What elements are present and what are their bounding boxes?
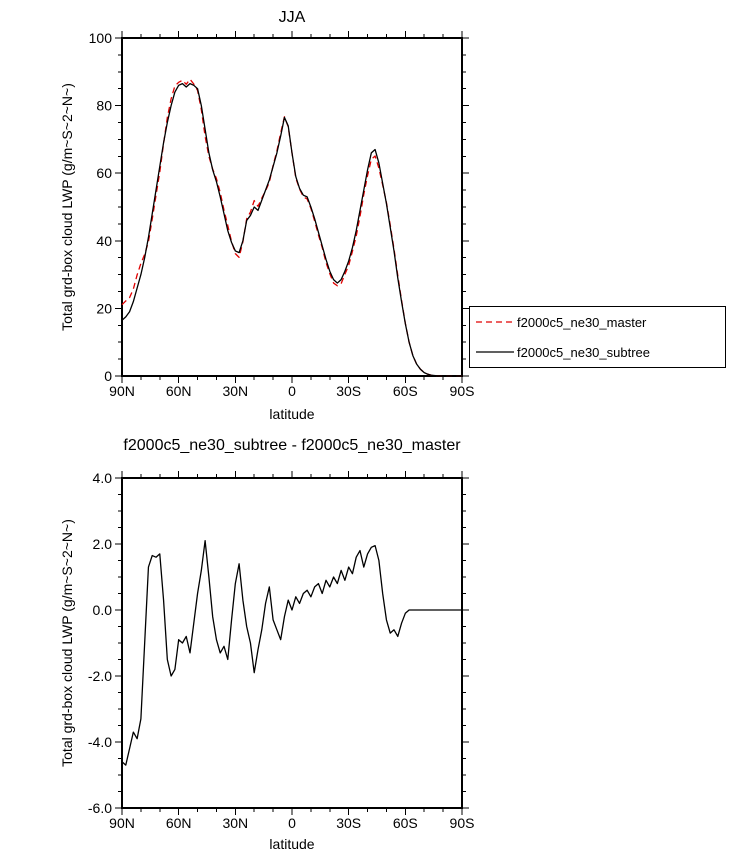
x-tick-label: 60S (393, 815, 418, 831)
x-tick-label: 90N (109, 383, 135, 399)
series-line-solid (121, 82, 462, 377)
y-tick-label: 2.0 (93, 536, 113, 552)
x-tick-label: 90S (450, 815, 475, 831)
top-chart-x-axis-title: latitude (269, 406, 314, 422)
x-tick-label: 60S (393, 383, 418, 399)
x-tick-label: 0 (288, 383, 296, 399)
bottom-chart-y-axis-title: Total grd-box cloud LWP (g/m~S~2~N~) (59, 519, 75, 767)
bottom-chart-x-axis-title: latitude (269, 836, 314, 852)
y-tick-label: 40 (96, 233, 112, 249)
x-tick-label: 90S (450, 383, 475, 399)
bottom-chart-title: f2000c5_ne30_subtree - f2000c5_ne30_mast… (123, 437, 461, 454)
legend-label-master: f2000c5_ne30_master (517, 315, 647, 330)
series-line-solid (121, 540, 462, 766)
series-line-dashed (121, 78, 462, 377)
top-chart-y-axis-title: Total grd-box cloud LWP (g/m~S~2~N~) (59, 83, 75, 331)
y-tick-label: 4.0 (93, 470, 113, 486)
y-tick-label: 100 (89, 30, 113, 46)
lwp-by-latitude-plot: 90N 60N 30N 0 30S 60S 90S 0 20 40 60 80 100 (89, 30, 726, 399)
x-tick-label: 90N (109, 815, 135, 831)
y-tick-label: -2.0 (88, 668, 112, 684)
plot-frame (121, 37, 463, 377)
y-tick-label: -6.0 (88, 800, 112, 816)
y-tick-label: 60 (96, 165, 112, 181)
y-tick-label: 80 (96, 98, 112, 114)
x-tick-label: 30N (222, 383, 248, 399)
plot-frame (121, 477, 463, 809)
lwp-difference-by-latitude-plot: 90N 60N 30N 0 30S 60S 90S -6.0 -4.0 -2.0 0.0 2.0 4.0 (88, 470, 475, 831)
charts-layer: 90N 60N 30N 0 30S 60S 90S 0 20 40 60 80 100 90N 60N 30N… (88, 30, 726, 831)
x-tick-label: 0 (288, 815, 296, 831)
legend-box (469, 306, 726, 368)
y-tick-label: 20 (96, 300, 112, 316)
y-tick-label: -4.0 (88, 734, 112, 750)
x-tick-label: 30S (336, 383, 361, 399)
x-tick-label: 30S (336, 815, 361, 831)
x-tick-label: 60N (166, 383, 192, 399)
y-tick-label: 0 (104, 368, 112, 384)
top-chart-title: JJA (279, 9, 306, 26)
x-tick-label: 30N (222, 815, 248, 831)
y-tick-label: 0.0 (93, 602, 113, 618)
legend-label-subtree: f2000c5_ne30_subtree (517, 345, 650, 360)
x-tick-label: 60N (166, 815, 192, 831)
